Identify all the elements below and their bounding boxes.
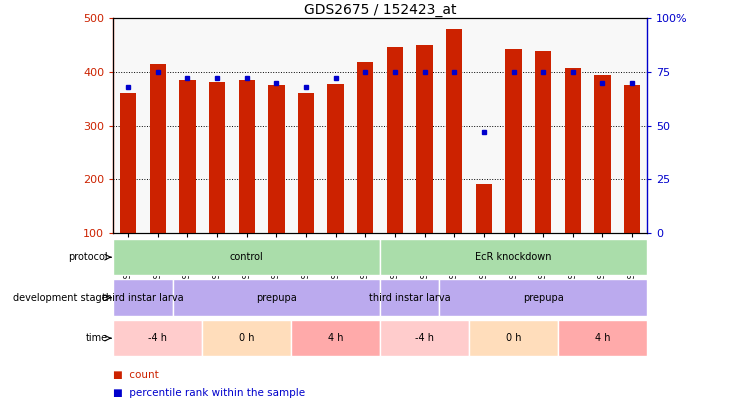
- Text: protocol: protocol: [68, 252, 108, 262]
- Bar: [113, 320, 202, 356]
- Bar: [173, 279, 380, 316]
- Text: EcR knockdown: EcR knockdown: [475, 252, 552, 262]
- Text: prepupa: prepupa: [523, 293, 564, 303]
- Bar: [268, 85, 284, 233]
- Bar: [150, 64, 166, 233]
- Bar: [291, 320, 380, 356]
- Bar: [120, 93, 136, 233]
- Bar: [446, 29, 463, 233]
- Text: prepupa: prepupa: [256, 293, 297, 303]
- Text: 0 h: 0 h: [239, 333, 254, 343]
- Bar: [327, 84, 344, 233]
- Text: control: control: [230, 252, 264, 262]
- Text: third instar larva: third instar larva: [369, 293, 450, 303]
- Text: time: time: [86, 333, 108, 343]
- Bar: [624, 85, 640, 233]
- Bar: [387, 47, 403, 233]
- Bar: [357, 62, 374, 233]
- Bar: [535, 51, 551, 233]
- Bar: [564, 68, 581, 233]
- Bar: [558, 320, 647, 356]
- Bar: [298, 93, 314, 233]
- Text: -4 h: -4 h: [415, 333, 434, 343]
- Bar: [476, 183, 492, 233]
- Bar: [417, 45, 433, 233]
- Text: -4 h: -4 h: [148, 333, 167, 343]
- Bar: [202, 320, 291, 356]
- Text: ■  count: ■ count: [113, 370, 159, 379]
- Bar: [439, 279, 647, 316]
- Text: ■  percentile rank within the sample: ■ percentile rank within the sample: [113, 388, 306, 398]
- Bar: [380, 279, 439, 316]
- Bar: [113, 239, 380, 275]
- Bar: [469, 320, 558, 356]
- Title: GDS2675 / 152423_at: GDS2675 / 152423_at: [304, 3, 456, 17]
- Bar: [380, 320, 469, 356]
- Bar: [505, 49, 522, 233]
- Bar: [179, 80, 196, 233]
- Bar: [209, 81, 225, 233]
- Bar: [238, 80, 255, 233]
- Text: 4 h: 4 h: [595, 333, 610, 343]
- Bar: [113, 279, 173, 316]
- Bar: [380, 239, 647, 275]
- Text: third instar larva: third instar larva: [102, 293, 183, 303]
- Bar: [594, 75, 610, 233]
- Text: development stage: development stage: [13, 293, 108, 303]
- Text: 4 h: 4 h: [328, 333, 344, 343]
- Text: 0 h: 0 h: [506, 333, 521, 343]
